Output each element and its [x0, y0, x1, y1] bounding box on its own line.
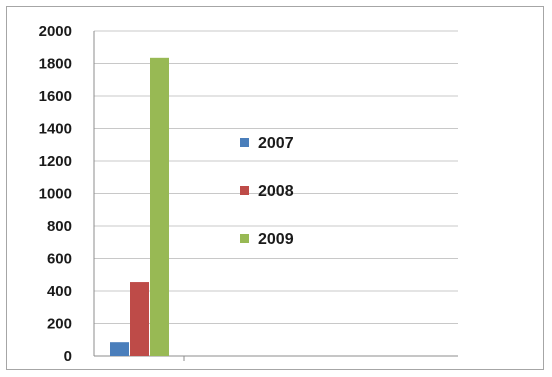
y-tick-label: 1200: [39, 153, 72, 170]
y-tick-label: 1000: [39, 186, 72, 203]
y-tick-label: 800: [47, 218, 72, 235]
legend-swatch-2007: [240, 138, 249, 147]
y-axis-tick-labels: 0 200 400 600 800 1000 1200 1400 1600 1800 2000: [39, 23, 72, 365]
legend-label-2007: 2007: [258, 135, 294, 152]
y-tick-label: 200: [47, 316, 72, 333]
y-tick-label: 400: [47, 283, 72, 300]
legend-swatch-2008: [240, 186, 249, 195]
y-tick-label: 1400: [39, 121, 72, 138]
y-tick-label: 1600: [39, 88, 72, 105]
bar-2008: [130, 282, 149, 356]
legend-label-2009: 2009: [258, 231, 294, 248]
bar-2007: [110, 342, 129, 356]
y-tick-label: 1800: [39, 56, 72, 73]
bars: [110, 57, 169, 356]
y-tick-label: 0: [64, 348, 72, 365]
y-tick-label: 600: [47, 251, 72, 268]
chart-frame: [6, 6, 544, 370]
legend-label-2008: 2008: [258, 183, 294, 200]
legend: 2007 2008 2009: [240, 135, 294, 248]
y-tick-label: 2000: [39, 23, 72, 40]
gridlines: [94, 30, 458, 324]
bar-2009: [150, 57, 169, 356]
legend-swatch-2009: [240, 234, 249, 243]
